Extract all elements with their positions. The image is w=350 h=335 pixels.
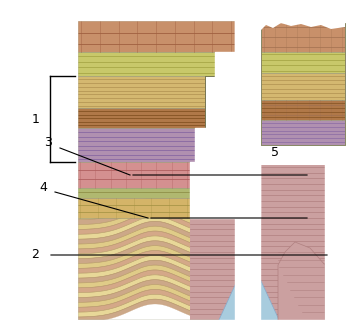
Polygon shape [77, 251, 325, 285]
Polygon shape [77, 188, 190, 198]
Polygon shape [77, 226, 325, 261]
Polygon shape [77, 162, 190, 188]
Polygon shape [77, 198, 190, 218]
Polygon shape [77, 231, 325, 266]
Polygon shape [77, 260, 325, 295]
Polygon shape [261, 22, 345, 52]
Polygon shape [261, 52, 345, 73]
Text: 3: 3 [44, 135, 52, 148]
Polygon shape [77, 299, 325, 334]
Polygon shape [77, 270, 325, 305]
Polygon shape [261, 120, 345, 145]
Polygon shape [77, 207, 325, 242]
Polygon shape [218, 255, 280, 322]
Polygon shape [77, 241, 325, 276]
Polygon shape [77, 275, 325, 310]
Polygon shape [190, 165, 325, 322]
Polygon shape [77, 280, 325, 315]
Polygon shape [77, 255, 325, 290]
Polygon shape [77, 212, 325, 247]
Text: 4: 4 [39, 181, 47, 194]
Polygon shape [77, 284, 325, 319]
Polygon shape [261, 100, 345, 120]
Polygon shape [77, 128, 195, 162]
Polygon shape [77, 294, 325, 329]
Polygon shape [261, 0, 345, 30]
Polygon shape [77, 216, 325, 251]
Polygon shape [261, 73, 345, 100]
Polygon shape [77, 52, 215, 76]
Polygon shape [77, 20, 235, 52]
Polygon shape [77, 265, 325, 300]
Polygon shape [77, 108, 205, 128]
Text: 1: 1 [32, 113, 40, 126]
Text: 2: 2 [31, 249, 39, 262]
Polygon shape [77, 202, 325, 237]
Polygon shape [77, 289, 325, 324]
Text: 5: 5 [271, 145, 279, 158]
Polygon shape [77, 76, 205, 108]
Polygon shape [77, 236, 325, 271]
Polygon shape [77, 246, 325, 280]
Polygon shape [77, 221, 325, 256]
Polygon shape [278, 242, 325, 322]
Polygon shape [77, 197, 325, 232]
